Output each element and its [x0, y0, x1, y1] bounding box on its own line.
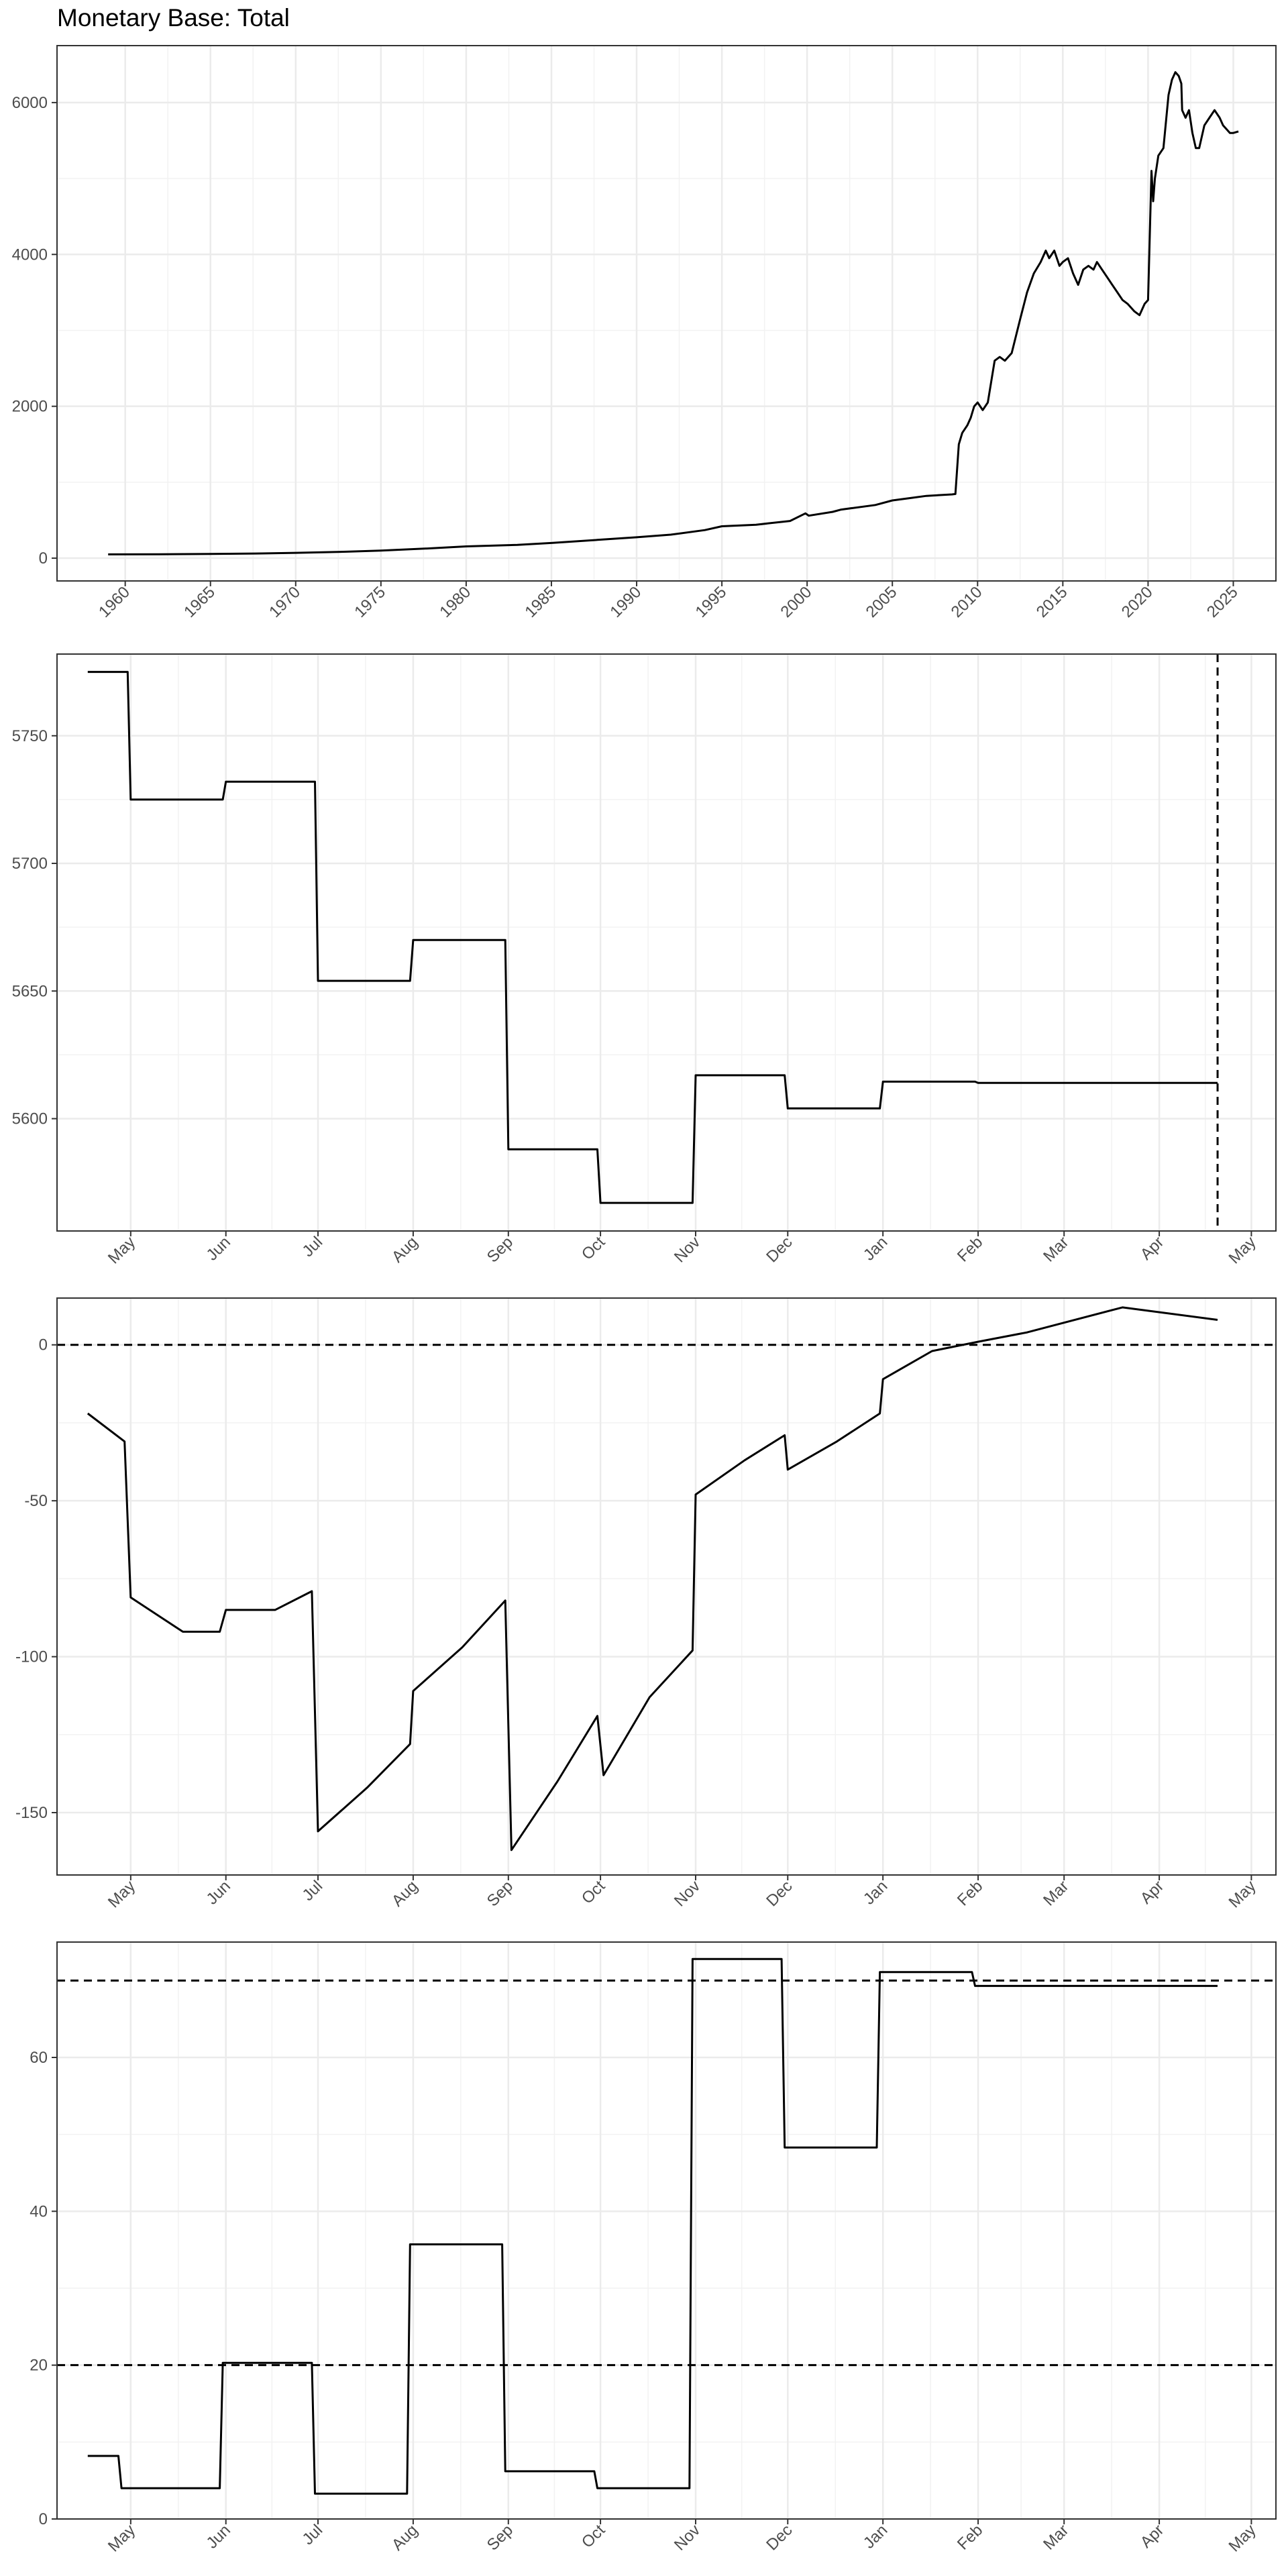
x-tick-label: 1985 [521, 583, 559, 621]
x-tick-label: Mar [1040, 2521, 1072, 2553]
y-tick-label: -100 [15, 1648, 48, 1666]
y-tick-label: 20 [30, 2357, 48, 2375]
y-tick-label: 0 [39, 1336, 48, 1354]
panel-border [56, 653, 1277, 1232]
y-tick-label: 0 [39, 2510, 48, 2528]
series-line-1 [87, 1306, 1218, 1851]
x-tick-label: May [1225, 1877, 1259, 1911]
panel-border [56, 1297, 1277, 1876]
y-tick-label: 5650 [12, 982, 48, 1000]
x-tick-label: Apr [1137, 1233, 1168, 1264]
y-tick-label: 2000 [12, 398, 48, 416]
x-tick-label: May [105, 1233, 139, 1267]
x-tick-label: 2005 [863, 583, 901, 621]
chart-title: Monetary Base: Total [57, 4, 290, 32]
x-tick-label: Nov [671, 2521, 704, 2554]
x-tick-label: Sep [484, 1877, 517, 1910]
y-tick-label: 5700 [12, 855, 48, 873]
y-tick-label: 5750 [12, 727, 48, 745]
x-tick-label: 1980 [436, 583, 474, 621]
x-tick-label: Jan [860, 1233, 891, 1264]
x-tick-label: Dec [763, 1233, 796, 1266]
x-tick-label: Dec [763, 2521, 796, 2554]
x-tick-label: May [1225, 2521, 1259, 2555]
x-tick-label: Jul [299, 1877, 326, 1904]
chart-panel-2: 5600 5650 5700 5750 May Jun Jul Aug Sep Oct Nov Dec… [12, 653, 1277, 1267]
y-tick-label: 5600 [12, 1110, 48, 1128]
x-tick-label: Aug [388, 2521, 421, 2554]
x-tick-label: Mar [1040, 1877, 1072, 1909]
x-tick-label: 1975 [351, 583, 389, 621]
x-tick-label: 2015 [1033, 583, 1071, 621]
x-tick-label: May [1225, 1233, 1259, 1267]
x-tick-label: 1995 [692, 583, 730, 621]
x-tick-label: Nov [671, 1233, 704, 1266]
y-tick-label: 4000 [12, 246, 48, 264]
x-tick-label: Aug [388, 1877, 421, 1910]
x-tick-label: 1970 [266, 583, 304, 621]
x-tick-label: Sep [484, 2521, 517, 2554]
panel-border [56, 45, 1277, 582]
x-tick-label: Oct [578, 1877, 609, 1908]
x-tick-label: 1990 [606, 583, 645, 621]
x-tick-label: Nov [671, 1877, 704, 1910]
x-tick-label: Jun [203, 2521, 234, 2552]
series-line-1 [87, 671, 1218, 1204]
x-tick-label: Oct [578, 1233, 609, 1264]
y-tick-label: -150 [15, 1804, 48, 1822]
x-tick-label: Oct [578, 2521, 609, 2552]
x-tick-label: Apr [1137, 2521, 1168, 2552]
panel-border [56, 1941, 1277, 2520]
x-tick-label: Mar [1040, 1233, 1072, 1265]
x-tick-label: 2025 [1203, 583, 1242, 621]
series-line-1 [87, 1957, 1218, 2495]
x-tick-label: Feb [954, 1877, 986, 1909]
x-tick-label: 2010 [948, 583, 986, 621]
y-tick-label: 6000 [12, 94, 48, 112]
x-tick-label: 2020 [1118, 583, 1157, 621]
x-tick-label: May [105, 1877, 139, 1911]
chart-panel-3: -150 -100 -50 0 May Jun Jul Aug Sep Oct Nov Dec Jan F… [15, 1297, 1277, 1911]
x-tick-label: Jun [203, 1233, 234, 1264]
y-tick-label: 40 [30, 2202, 48, 2220]
x-tick-label: 1960 [95, 583, 133, 621]
chart-panel-4: 0 20 40 60 May Jun Jul Aug Sep Oct Nov Dec Jan Feb Mar… [30, 1941, 1277, 2555]
x-tick-label: Jul [299, 2521, 326, 2548]
x-tick-label: Apr [1137, 1877, 1168, 1908]
x-tick-label: Jan [860, 1877, 891, 1908]
x-tick-label: Aug [388, 1233, 421, 1266]
series-line-1 [108, 71, 1239, 555]
x-tick-label: Sep [484, 1233, 517, 1266]
x-tick-label: Dec [763, 1877, 796, 1910]
x-tick-label: Jan [860, 2521, 891, 2552]
y-tick-label: 60 [30, 2049, 48, 2067]
x-tick-label: May [105, 2521, 139, 2555]
x-tick-label: 2000 [777, 583, 816, 621]
x-tick-label: Jul [299, 1233, 326, 1260]
y-tick-label: -50 [24, 1492, 48, 1510]
x-tick-label: 1965 [180, 583, 219, 621]
chart-panel-1: 0 2000 4000 6000 1960 1965 1970 1975 1980 1985 199… [12, 45, 1277, 621]
y-tick-label: 0 [39, 549, 48, 568]
x-tick-label: Feb [954, 1233, 986, 1265]
x-tick-label: Feb [954, 2521, 986, 2553]
x-tick-label: Jun [203, 1877, 234, 1908]
